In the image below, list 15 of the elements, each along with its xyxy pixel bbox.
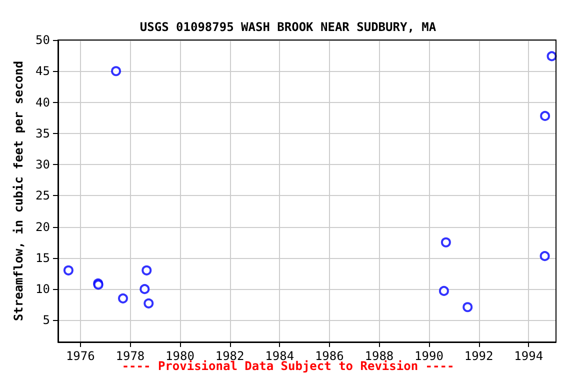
y-tick-label: 20 [36,220,50,234]
y-tick-label: 50 [36,33,50,47]
y-tick-label: 45 [36,64,50,78]
y-axis-title: Streamflow, in cubic feet per second [12,60,26,322]
x-tick-label: 1994 [514,349,544,363]
y-tick-label: 15 [36,250,50,265]
y-tick-label: 5 [42,313,50,328]
y-tick-label: 30 [36,158,50,172]
y-tick-label: 10 [36,282,50,296]
x-tick-label: 1976 [66,349,95,363]
y-tick-label: 40 [36,95,50,110]
y-tick-label: 35 [36,126,50,140]
chart-title: USGS 01098795 WASH BROOK NEAR SUDBURY, MA [140,20,437,34]
y-tick-label: 25 [36,188,50,203]
x-tick-label: 1992 [464,349,494,363]
